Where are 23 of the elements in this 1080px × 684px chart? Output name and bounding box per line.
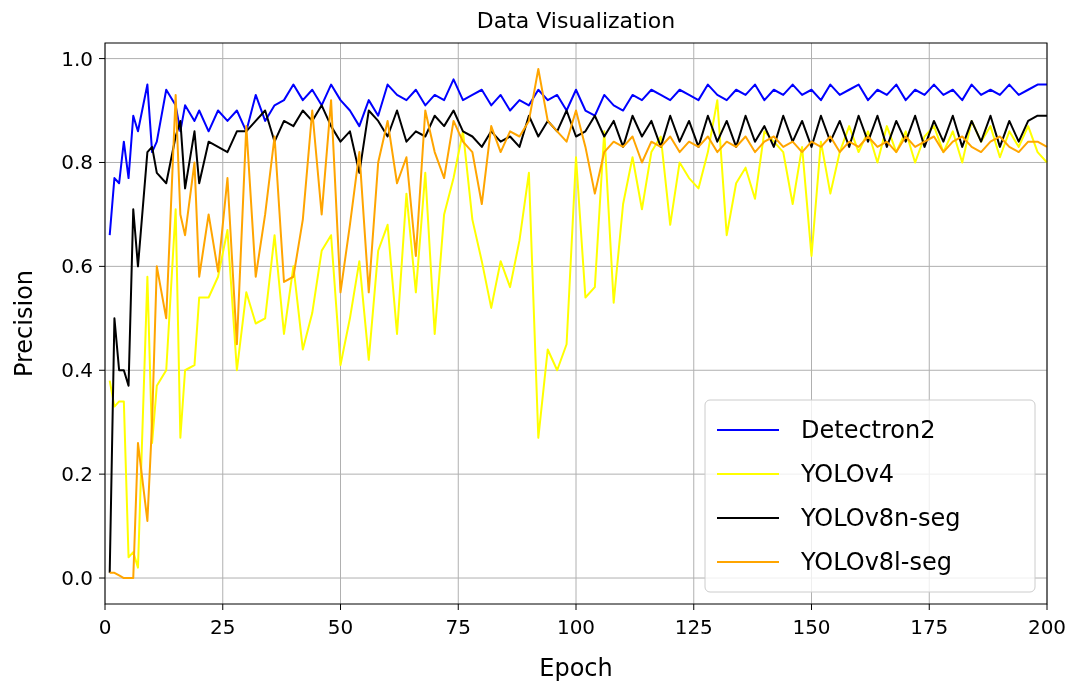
y-tick-label: 0.6 [61, 254, 93, 279]
legend-label: YOLOv4 [800, 460, 895, 489]
x-tick-label: 75 [445, 615, 471, 639]
legend-label: YOLOv8l-seg [800, 548, 952, 577]
x-tick-label: 150 [792, 615, 831, 639]
y-axis-title: Precision [10, 269, 38, 378]
x-tick-label: 50 [327, 615, 354, 639]
x-tick-label: 0 [98, 615, 112, 639]
y-tick-label: 0.0 [61, 566, 93, 591]
x-axis-title: Epoch [539, 654, 613, 682]
y-tick-label: 0.8 [61, 150, 93, 175]
line-series [108, 78, 1048, 237]
y-tick-label: 0.4 [61, 358, 93, 383]
x-tick-label: 175 [910, 615, 949, 639]
legend-label: YOLOv8n-seg [800, 504, 961, 533]
legend-label: Detectron2 [801, 416, 936, 445]
y-tick-label: 0.2 [61, 462, 93, 487]
y-tick-label: 1.0 [61, 46, 93, 71]
x-tick-label: 125 [674, 615, 713, 639]
x-tick-label: 25 [210, 615, 236, 639]
x-tick-label: 100 [556, 615, 596, 639]
chart-title: Data Visualization [476, 8, 676, 33]
x-tick-label: 200 [1027, 615, 1067, 639]
